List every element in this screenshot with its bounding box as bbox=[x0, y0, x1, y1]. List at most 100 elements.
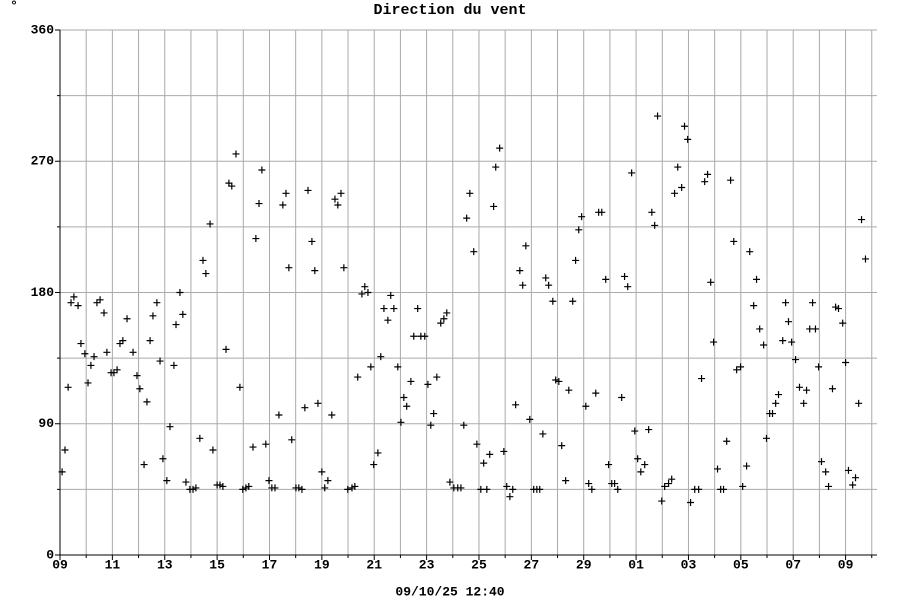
point bbox=[795, 383, 803, 391]
point bbox=[166, 423, 174, 431]
point bbox=[414, 305, 422, 313]
point bbox=[400, 394, 408, 401]
point bbox=[809, 299, 817, 307]
point bbox=[61, 446, 69, 454]
point bbox=[384, 316, 392, 324]
point bbox=[364, 289, 372, 296]
point bbox=[304, 186, 312, 194]
point bbox=[239, 485, 247, 493]
point bbox=[271, 484, 279, 492]
point bbox=[179, 310, 187, 318]
point bbox=[750, 302, 758, 310]
point bbox=[678, 184, 686, 191]
point bbox=[123, 315, 131, 323]
point bbox=[143, 398, 151, 406]
point bbox=[367, 363, 375, 371]
point bbox=[592, 389, 600, 397]
point bbox=[314, 399, 322, 407]
x-tick-label: 09 bbox=[838, 557, 854, 572]
point bbox=[96, 296, 104, 304]
point bbox=[232, 150, 240, 158]
point bbox=[119, 337, 127, 345]
point bbox=[279, 201, 287, 209]
point bbox=[555, 377, 563, 385]
point bbox=[582, 402, 590, 410]
y-tick-label: 180 bbox=[31, 285, 55, 300]
point bbox=[480, 459, 488, 467]
point bbox=[852, 474, 860, 482]
point bbox=[140, 461, 148, 469]
point bbox=[282, 189, 290, 197]
point bbox=[377, 353, 385, 361]
point bbox=[153, 299, 161, 307]
x-tick-label: 25 bbox=[471, 557, 487, 572]
point bbox=[500, 447, 508, 455]
point bbox=[67, 299, 75, 307]
point bbox=[769, 410, 777, 418]
point bbox=[855, 399, 863, 407]
point bbox=[252, 235, 260, 243]
point bbox=[337, 189, 345, 197]
point bbox=[170, 361, 178, 369]
point bbox=[817, 458, 825, 466]
point bbox=[727, 176, 735, 184]
point bbox=[196, 434, 204, 442]
point bbox=[84, 379, 92, 387]
point bbox=[861, 255, 869, 263]
point bbox=[228, 182, 236, 190]
point bbox=[730, 237, 738, 245]
point bbox=[519, 281, 527, 289]
point bbox=[784, 318, 792, 326]
point bbox=[311, 267, 319, 275]
point bbox=[714, 465, 722, 473]
point bbox=[746, 248, 754, 256]
point bbox=[387, 291, 395, 299]
point bbox=[658, 497, 666, 505]
point bbox=[842, 359, 850, 366]
point bbox=[779, 337, 787, 345]
point bbox=[815, 363, 823, 371]
x-tick-label: 07 bbox=[785, 557, 801, 572]
point bbox=[100, 309, 108, 317]
point bbox=[698, 375, 706, 383]
point bbox=[648, 208, 656, 216]
point bbox=[370, 461, 378, 469]
point bbox=[70, 293, 78, 301]
point bbox=[687, 499, 695, 506]
point bbox=[665, 480, 673, 488]
point bbox=[361, 283, 369, 291]
point bbox=[156, 357, 164, 365]
point bbox=[149, 312, 157, 320]
point bbox=[236, 383, 244, 391]
point bbox=[460, 421, 468, 429]
point bbox=[858, 216, 866, 224]
point bbox=[354, 373, 362, 381]
point bbox=[522, 242, 530, 250]
point bbox=[624, 283, 632, 291]
point bbox=[645, 426, 653, 434]
x-tick-label: 09 bbox=[52, 557, 68, 572]
point bbox=[835, 305, 843, 313]
x-tick-label: 05 bbox=[733, 557, 749, 572]
point bbox=[496, 144, 504, 152]
point bbox=[163, 477, 171, 485]
point bbox=[136, 385, 144, 393]
point bbox=[701, 178, 709, 186]
y-tick-label: 270 bbox=[31, 154, 55, 169]
point bbox=[457, 484, 465, 492]
point bbox=[258, 166, 266, 174]
point bbox=[407, 377, 415, 385]
point bbox=[262, 440, 270, 448]
point bbox=[562, 477, 570, 485]
point bbox=[403, 402, 411, 410]
point bbox=[182, 478, 190, 486]
point bbox=[298, 485, 306, 493]
point bbox=[172, 321, 180, 329]
x-tick-label: 19 bbox=[314, 557, 330, 572]
point bbox=[146, 337, 154, 345]
point bbox=[602, 275, 610, 283]
point bbox=[516, 267, 524, 275]
point bbox=[588, 485, 596, 493]
point bbox=[671, 189, 679, 197]
